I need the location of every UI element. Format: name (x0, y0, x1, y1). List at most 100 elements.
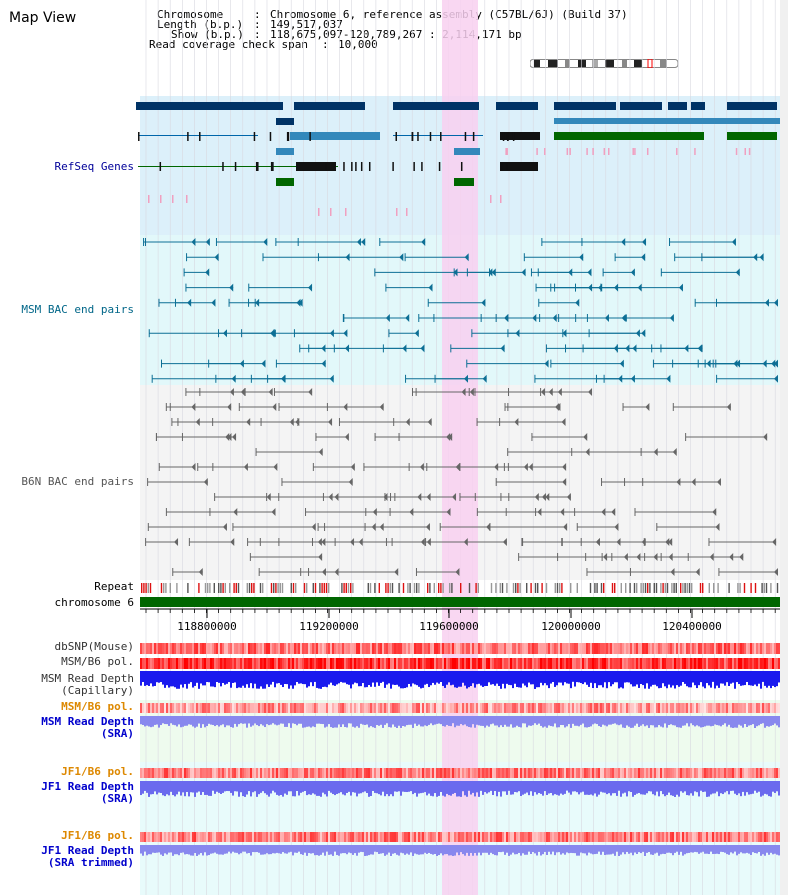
heat-cell (238, 832, 240, 842)
heat-cell (614, 703, 616, 713)
gene-block (294, 102, 365, 110)
heat-cell (602, 768, 604, 778)
heat-cell (496, 643, 498, 654)
heat-cell (206, 832, 208, 842)
depth-bar (404, 845, 406, 855)
heat-cell (338, 768, 340, 778)
heat-cell (488, 768, 490, 778)
msm-bac-label[interactable]: MSM BAC end pairs (21, 303, 134, 316)
repeat-mark (576, 583, 578, 593)
heat-cell (286, 643, 288, 654)
depth-bar (158, 716, 160, 728)
depth-bar (566, 716, 568, 727)
msm-depth-sra-label[interactable]: MSM Read Depth (41, 715, 134, 728)
depth-bar (712, 781, 714, 794)
msm-pol-label[interactable]: MSM/B6 pol. (61, 655, 134, 668)
heat-cell (268, 768, 270, 778)
depth-bar (572, 845, 574, 854)
jf1-depth-label[interactable]: JF1 Read Depth (41, 780, 134, 793)
depth-bar (482, 845, 484, 853)
depth-bar (558, 781, 560, 796)
msm-bac-track[interactable] (143, 238, 778, 383)
heat-cell (154, 832, 156, 842)
heat-cell (156, 768, 158, 778)
heat-cell (594, 643, 596, 654)
depth-bar (592, 716, 594, 725)
heat-cell (370, 703, 372, 713)
bac-end-marker (625, 344, 630, 353)
msm-pol-sra-label[interactable]: MSM/B6 pol. (61, 700, 134, 713)
bac-end-marker (402, 344, 407, 353)
depth-bar (484, 716, 486, 728)
heat-cell (508, 703, 510, 713)
heat-cell (364, 643, 366, 654)
depth-bar (476, 845, 478, 856)
depth-bar (478, 845, 480, 853)
b6n-bac-label[interactable]: B6N BAC end pairs (21, 475, 134, 488)
read-depth-tracks[interactable] (140, 671, 780, 856)
depth-bar (758, 845, 760, 852)
repeat-mark (442, 583, 444, 593)
heat-cell (514, 768, 516, 778)
msm-depth-cap-label[interactable]: MSM Read Depth (41, 672, 134, 685)
jf1-depth-trim-label[interactable]: JF1 Read Depth (41, 844, 134, 857)
heat-cell (298, 703, 300, 713)
depth-bar (302, 845, 304, 855)
heat-cell (618, 703, 620, 713)
heat-cell (214, 658, 216, 669)
heatmap-tracks[interactable] (140, 643, 780, 842)
heat-cell (536, 832, 538, 842)
depth-bar (220, 781, 222, 795)
repeat-label[interactable]: Repeat (94, 580, 134, 593)
right-scroll-edge[interactable] (780, 0, 788, 895)
heat-cell (430, 658, 432, 669)
depth-bar (492, 671, 494, 685)
heat-cell (644, 643, 646, 654)
heat-cell (524, 703, 526, 713)
heat-cell (304, 643, 306, 654)
heat-cell (496, 658, 498, 669)
depth-bar (430, 845, 432, 854)
heat-cell (632, 832, 634, 842)
heat-cell (630, 658, 632, 669)
heat-cell (390, 832, 392, 842)
depth-bar (318, 716, 320, 724)
bac-end-marker (318, 448, 323, 456)
depth-bar (702, 845, 704, 852)
heat-cell (696, 703, 698, 713)
depth-bar (414, 845, 416, 854)
depth-bar (442, 845, 444, 856)
heat-cell (358, 768, 360, 778)
highlight-region[interactable] (442, 0, 478, 895)
heat-cell (448, 643, 450, 654)
refseq-genes-label[interactable]: RefSeq Genes (54, 160, 134, 173)
heat-cell (176, 703, 178, 713)
depth-bar (548, 671, 550, 689)
refseq-genes-track[interactable] (136, 102, 780, 216)
depth-bar (746, 671, 748, 682)
depth-bar (582, 671, 584, 685)
heat-cell (326, 703, 328, 713)
heat-cell (652, 703, 654, 713)
depth-bar (240, 716, 242, 724)
dbsnp-label[interactable]: dbSNP(Mouse) (54, 640, 134, 653)
jf1-pol-trim-label[interactable]: JF1/B6 pol. (61, 829, 134, 842)
depth-bar (234, 781, 236, 792)
heat-cell (228, 703, 230, 713)
depth-bar (432, 781, 434, 797)
depth-bar (746, 845, 748, 853)
b6n-bac-track[interactable] (145, 388, 778, 576)
ideogram-graphic (529, 58, 679, 69)
chromosome-ideogram[interactable] (529, 53, 680, 69)
repeat-track[interactable] (141, 583, 779, 593)
heat-cell (684, 768, 686, 778)
heat-cell (404, 832, 406, 842)
heat-cell (744, 832, 746, 842)
depth-bar (288, 716, 290, 724)
heat-cell (470, 703, 472, 713)
bac-end-marker (464, 374, 469, 383)
pink-mark (506, 148, 508, 155)
depth-bar (666, 671, 668, 689)
jf1-pol-label[interactable]: JF1/B6 pol. (61, 765, 134, 778)
